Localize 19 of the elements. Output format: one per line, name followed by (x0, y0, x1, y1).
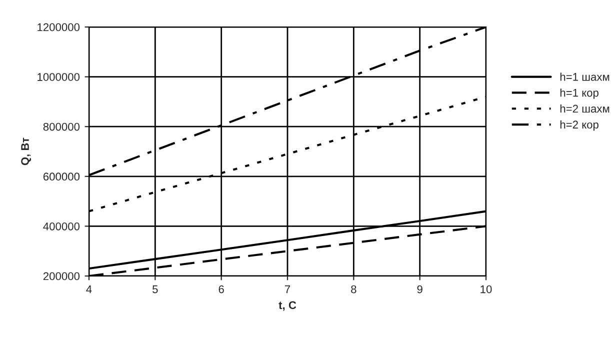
x-tick-label: 9 (417, 285, 422, 294)
y-axis-title: Q, Вт (21, 138, 32, 166)
legend-label: h=1 шахм (560, 72, 610, 81)
x-tick-label: 6 (218, 285, 224, 294)
x-axis-title: t, C (278, 301, 296, 311)
x-tick-label: 5 (152, 285, 158, 294)
x-tick-label: 7 (284, 285, 290, 294)
y-tick-label: 200000 (43, 272, 80, 280)
legend-label: h=1 кор (560, 88, 598, 99)
legend-label: h=2 шахм (560, 104, 610, 113)
legend-label: h=2 кор (560, 120, 598, 131)
x-tick-label: 4 (86, 285, 92, 294)
y-tick-label: 1000000 (38, 73, 80, 81)
y-tick-label: 600000 (43, 172, 80, 181)
y-tick-label: 800000 (43, 122, 80, 131)
y-tick-label: 400000 (43, 222, 80, 230)
x-tick-label: 10 (480, 285, 492, 294)
y-tick-label: 1200000 (38, 23, 80, 32)
x-tick-label: 8 (351, 285, 356, 294)
